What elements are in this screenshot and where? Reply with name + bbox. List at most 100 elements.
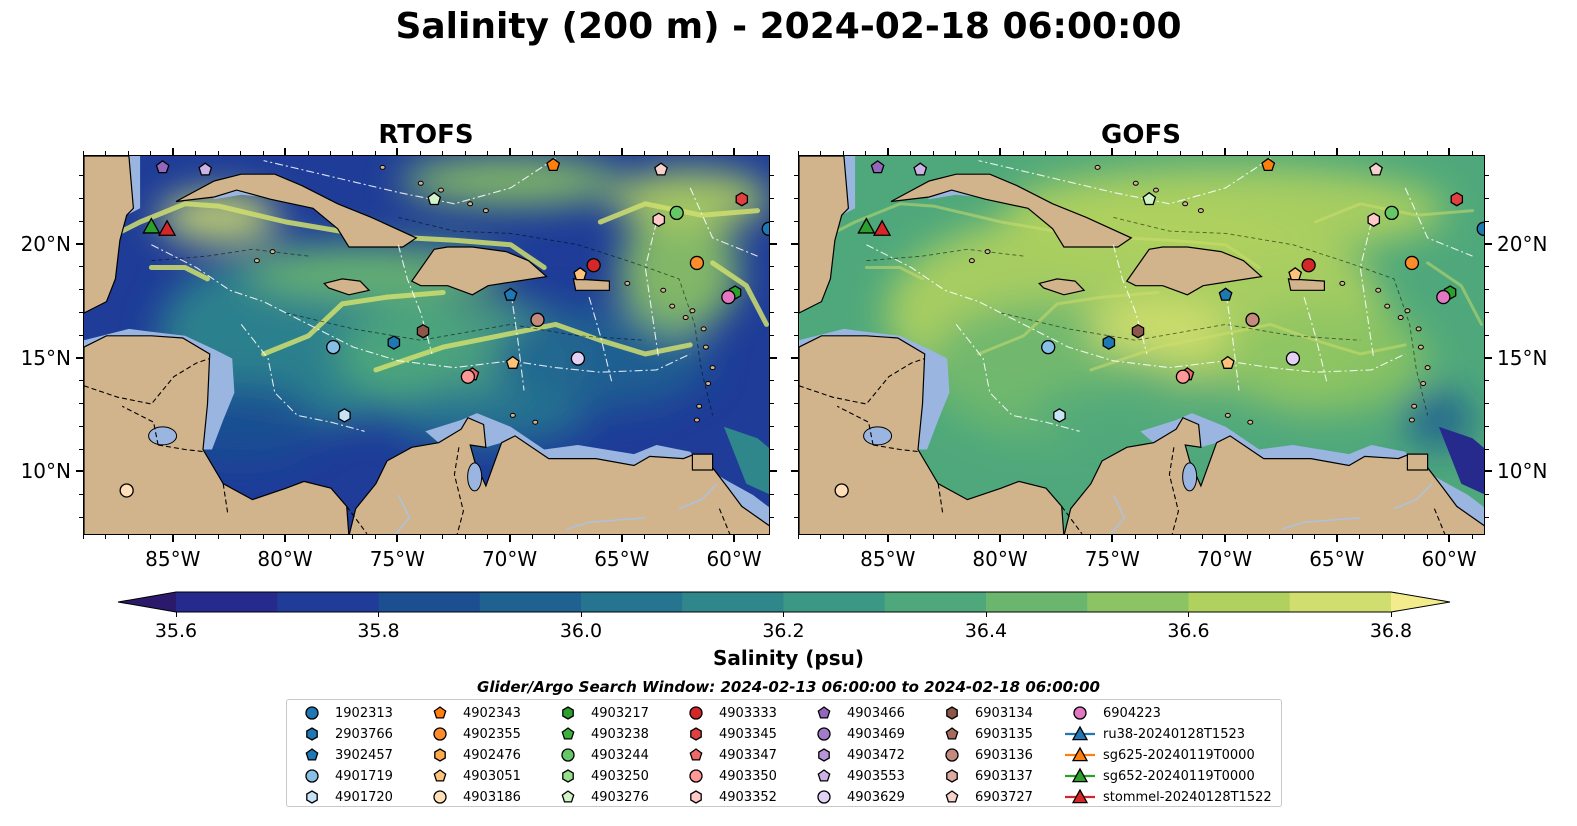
minor-tick <box>374 151 376 155</box>
country-border <box>1433 508 1446 534</box>
colorbar-segment <box>1188 592 1291 612</box>
minor-tick <box>79 289 83 291</box>
legend-label: 4903469 <box>847 726 905 742</box>
colorbar-extend-high <box>1391 592 1450 612</box>
island <box>1417 344 1424 350</box>
legend-item: 6903136 <box>935 745 1033 765</box>
float-marker <box>1384 205 1399 221</box>
minor-tick <box>217 535 219 539</box>
country-border <box>1061 506 1083 534</box>
island <box>417 180 424 186</box>
colorbar <box>117 591 1451 613</box>
minor-tick <box>1485 334 1489 336</box>
lon-tick-mark <box>733 535 736 542</box>
minor-tick <box>442 151 444 155</box>
lat-tick-mark-left <box>76 242 83 245</box>
legend-symbol <box>945 790 959 803</box>
salinity-front <box>1089 322 1407 372</box>
minor-tick <box>1359 535 1361 539</box>
legend-marker-icon <box>689 769 703 783</box>
minor-tick <box>1157 151 1159 155</box>
legend-marker-icon <box>305 748 319 761</box>
legend-label: 6903136 <box>975 747 1033 763</box>
country-border <box>346 506 368 534</box>
salinity-front <box>373 321 693 373</box>
island <box>1182 201 1189 207</box>
float-marker <box>460 369 476 384</box>
salinity-field <box>885 165 1474 450</box>
land-hispaniola <box>410 246 548 296</box>
minor-tick <box>83 151 84 155</box>
land-puertoRico <box>572 278 611 291</box>
legend-symbol <box>689 769 703 783</box>
minor-tick <box>307 535 309 539</box>
map-canvas <box>799 156 1484 534</box>
salinity-front <box>864 266 924 281</box>
land-puertoRico <box>1287 278 1326 291</box>
legend-label: 4903352 <box>719 789 777 805</box>
island <box>682 315 689 321</box>
eez-boundary <box>397 244 433 355</box>
land-central <box>84 156 135 314</box>
bathymetry-contour <box>151 248 309 262</box>
shelf-area <box>799 156 856 216</box>
colorbar-extend-low <box>118 592 176 612</box>
salinity-front <box>808 202 1261 269</box>
legend-item: ru38-20240128T1523 <box>1063 724 1245 744</box>
minor-tick <box>842 535 844 539</box>
minor-tick <box>770 494 774 496</box>
map-gofs[interactable] <box>798 155 1485 535</box>
country-border <box>873 444 921 453</box>
minor-tick <box>79 494 83 496</box>
eez-boundary <box>588 296 613 382</box>
colorbar-tick-mark <box>1188 612 1189 617</box>
minor-tick <box>1314 535 1316 539</box>
float-marker <box>654 162 668 176</box>
legend-item: 6903135 <box>935 724 1033 744</box>
minor-tick <box>79 220 83 222</box>
minor-tick <box>977 151 979 155</box>
minor-tick <box>756 535 758 539</box>
minor-tick <box>1381 535 1383 539</box>
minor-tick <box>79 312 83 313</box>
land-southAmerica <box>348 416 769 534</box>
minor-tick <box>127 535 129 539</box>
legend-symbol <box>1073 706 1087 720</box>
lon-tick-mark <box>171 535 174 542</box>
minor-tick <box>599 535 601 539</box>
lon-tick-label: 70°W <box>481 547 538 571</box>
bathymetry-contour <box>398 216 714 416</box>
colorbar-segment <box>581 592 683 612</box>
legend-label: 4903051 <box>463 768 521 784</box>
minor-tick <box>794 220 798 222</box>
minor-tick <box>576 535 578 539</box>
minor-tick <box>1485 425 1489 427</box>
colorbar-segment <box>884 592 987 612</box>
float-marker <box>721 289 736 305</box>
lake <box>1182 462 1198 492</box>
island <box>702 344 709 350</box>
panel-title-rtofs: RTOFS <box>378 120 474 150</box>
minor-tick <box>770 448 774 450</box>
land-cuba <box>890 173 1133 248</box>
legend-label: 4901719 <box>335 768 393 784</box>
island <box>700 326 707 332</box>
map-rtofs[interactable] <box>83 155 770 535</box>
minor-tick <box>794 425 798 427</box>
legend-item: 4901719 <box>295 766 393 786</box>
legend-label: 4903276 <box>591 789 649 805</box>
legend-item: 6903134 <box>935 703 1033 723</box>
legend-marker-icon <box>689 748 703 761</box>
lon-tick-mark-top <box>508 148 511 155</box>
panel-title-gofs: GOFS <box>1101 120 1181 150</box>
island <box>696 403 703 409</box>
island <box>1411 403 1418 409</box>
colorbar-tick-label: 36.8 <box>1369 620 1413 642</box>
bathymetry-contour <box>1113 216 1429 416</box>
island <box>467 201 474 207</box>
lake <box>467 462 483 492</box>
minor-tick <box>1179 151 1181 155</box>
float-marker <box>1220 355 1235 369</box>
float-marker <box>119 483 134 498</box>
legend-symbol <box>433 769 447 782</box>
